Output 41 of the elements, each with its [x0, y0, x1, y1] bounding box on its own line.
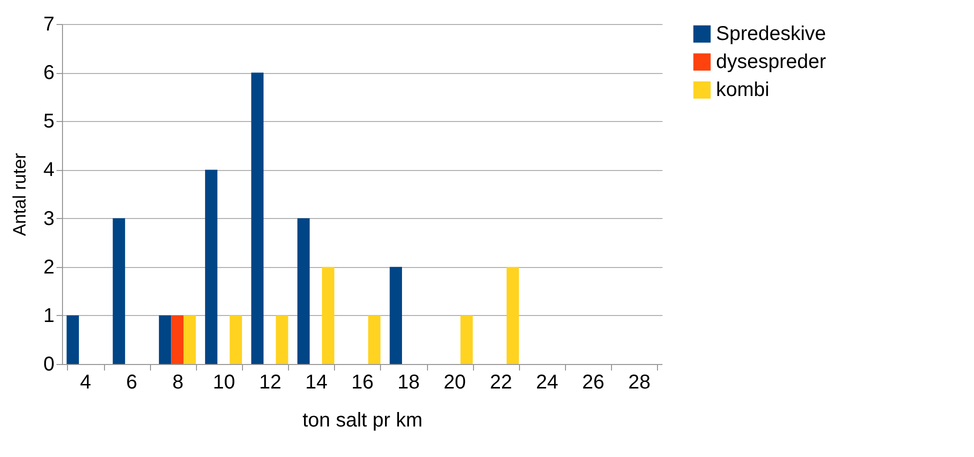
x-tick-label: 14 [305, 372, 328, 394]
bar [276, 315, 288, 364]
legend-label: dysespreder [716, 51, 826, 73]
x-tick-label: 6 [126, 372, 138, 394]
bar [66, 315, 79, 364]
y-tick-label: 2 [43, 256, 54, 278]
bar [158, 315, 172, 364]
x-tick-label: 8 [172, 372, 184, 394]
bar [205, 170, 218, 364]
y-tick-label: 6 [43, 62, 54, 84]
y-tick-label: 1 [43, 304, 54, 327]
bar [184, 315, 196, 364]
x-tick-label: 18 [398, 372, 420, 394]
legend-label: kombi [716, 79, 770, 101]
bar [297, 218, 310, 364]
y-tick-label: 3 [43, 208, 54, 230]
bar [230, 315, 242, 364]
x-tick-label: 10 [212, 372, 236, 394]
bar [506, 266, 519, 364]
y-tick-label: 4 [43, 159, 54, 182]
bar [460, 315, 473, 364]
bar [322, 266, 334, 364]
x-axis-title: ton salt pr km [302, 410, 423, 432]
x-tick-label: 26 [582, 372, 604, 394]
x-tick-label: 22 [490, 372, 512, 394]
x-tick-label: 24 [536, 372, 558, 394]
x-tick-label: 12 [259, 372, 282, 394]
y-axis-title: Antal ruter [9, 152, 30, 236]
x-tick-label: 28 [628, 372, 651, 394]
x-tick-label: 4 [80, 372, 92, 394]
bar [112, 218, 126, 364]
legend-label: Spredeskive [716, 23, 826, 45]
bar [390, 266, 402, 364]
bar [251, 72, 264, 364]
y-tick-label: 5 [43, 110, 54, 133]
bar [368, 315, 380, 364]
y-tick-label: 0 [43, 354, 54, 376]
x-tick-label: 16 [351, 372, 374, 394]
y-tick-label: 7 [43, 14, 54, 36]
x-tick-label: 20 [444, 372, 466, 394]
bar [171, 315, 184, 364]
